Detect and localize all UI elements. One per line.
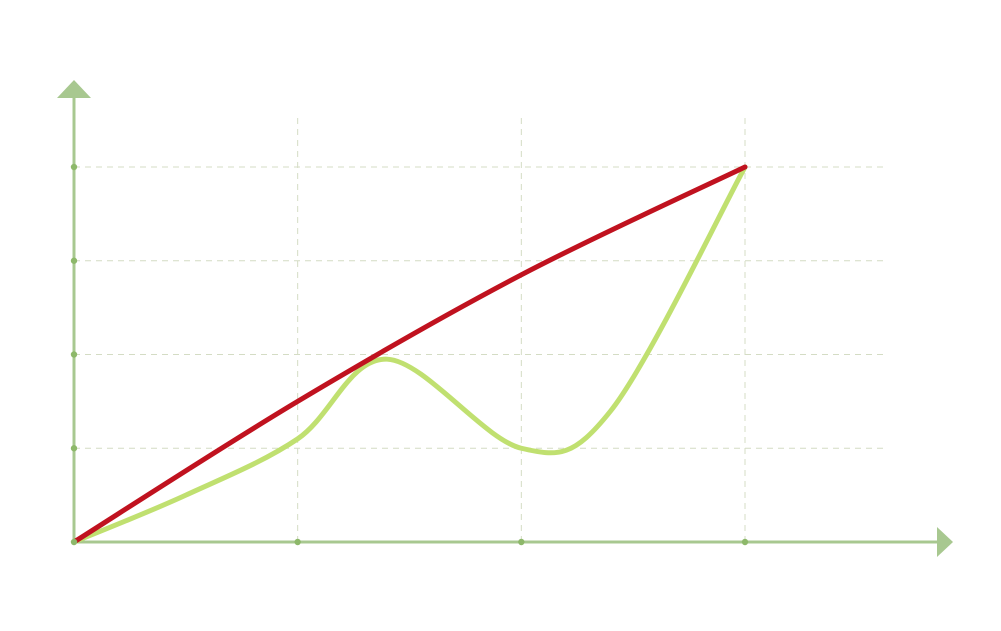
series-line-1 <box>71 164 748 545</box>
x-tick-mark <box>741 538 749 546</box>
series-line-2 <box>71 164 748 545</box>
y-tick-mark <box>70 445 78 452</box>
y-axis-arrow-icon <box>57 80 91 98</box>
grid-lines <box>74 115 885 542</box>
axes <box>57 80 953 557</box>
x-tick-mark <box>294 538 301 546</box>
y-tick-mark <box>70 257 78 264</box>
x-tick-mark <box>518 538 525 546</box>
y-tick-mark <box>70 351 78 358</box>
y-tick-mark <box>70 163 78 171</box>
series-lines <box>71 164 748 545</box>
x-tick-mark <box>70 538 78 546</box>
x-axis-arrow-icon <box>937 527 953 557</box>
tick-marks <box>70 163 749 546</box>
